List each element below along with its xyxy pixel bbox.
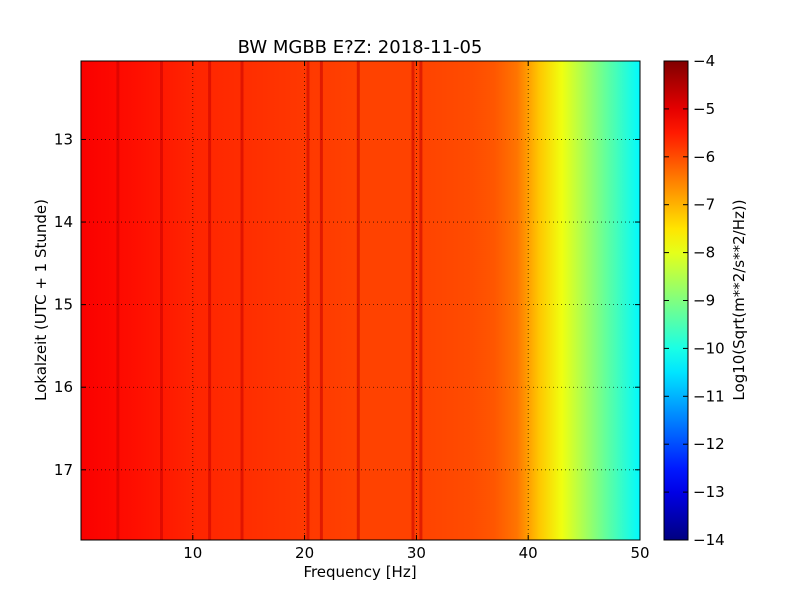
colorbar-tick-label: −9 [693,292,715,310]
colorbar-tick-label: −8 [693,244,715,262]
colorbar-tick-label: −10 [693,339,725,357]
spectral-line [116,61,120,540]
x-axis-label: Frequency [Hz] [303,563,416,581]
spectral-line [160,61,163,540]
x-axis-ticks: 10 20 30 40 50 [183,61,650,562]
narrowband-lines [116,61,423,540]
colorbar-tick-label: −14 [693,531,725,549]
spectral-line [356,61,360,540]
heatmap-field [81,61,640,540]
colorbar-tick-label: −7 [693,196,715,214]
colorbar-label: Log10(Sqrt(m**2/s**2/Hz)) [730,199,748,400]
colorbar-tick-label: −5 [693,100,715,118]
y-tick-label: 17 [54,461,73,479]
plot-frame [80,60,641,541]
y-axis-label: Lokalzeit (UTC + 1 Stunde) [32,199,50,401]
x-tick-label: 30 [407,544,426,562]
spectral-line [240,61,244,540]
y-axis-ticks: 13 14 15 16 17 [54,130,640,479]
colorbar-tick-label: −11 [693,387,725,405]
colorbar: −4 −5 −6 −7 −8 −9 −10 −11 −12 −13 −14 Log10(Sqrt(m… [663,52,748,549]
chart-title: BW MGBB E?Z: 2018-11-05 [238,37,483,58]
spectral-line [419,61,423,540]
spectral-line [411,61,415,540]
y-tick-label: 13 [54,130,73,148]
y-tick-label: 16 [54,378,73,396]
colorbar-ticks: −4 −5 −6 −7 −8 −9 −10 −11 −12 −13 −14 [664,52,725,549]
spectral-line [306,61,310,540]
colorbar-tick-label: −13 [693,483,725,501]
spectral-line [319,61,323,540]
x-tick-label: 20 [295,544,314,562]
x-tick-label: 40 [519,544,538,562]
x-tick-label: 10 [183,544,202,562]
colorbar-tick-label: −4 [693,52,715,70]
spectral-line [208,61,212,540]
colorbar-tick-label: −6 [693,148,715,166]
colorbar-tick-label: −12 [693,435,725,453]
x-tick-label: 50 [630,544,649,562]
y-tick-label: 14 [54,213,73,231]
heatmap-plot-area [80,60,641,541]
y-tick-label: 15 [54,296,73,314]
